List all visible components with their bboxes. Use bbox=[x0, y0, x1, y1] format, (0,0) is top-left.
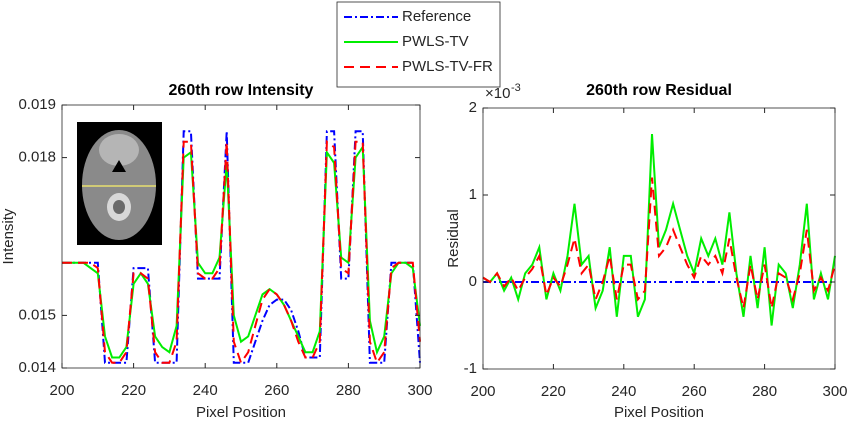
y-tick-label: 0.015 bbox=[18, 306, 56, 323]
series-line bbox=[62, 130, 421, 364]
y-tick-label: 0 bbox=[469, 273, 477, 290]
x-tick-label: 280 bbox=[336, 382, 361, 399]
x-tick-label: 240 bbox=[193, 382, 218, 399]
y-axis-label: Intensity bbox=[0, 208, 17, 264]
legend-label: PWLS-TV-FR bbox=[402, 58, 493, 75]
x-tick-label: 280 bbox=[752, 383, 777, 400]
x-tick-label: 200 bbox=[470, 383, 495, 400]
y-tick-label: 0.019 bbox=[18, 96, 56, 113]
inset-image bbox=[77, 122, 162, 245]
inset-airway bbox=[112, 160, 126, 172]
inset-canal bbox=[113, 200, 125, 214]
y-tick-label: 0.014 bbox=[18, 359, 56, 376]
axes-box bbox=[61, 104, 421, 369]
y-axis-label: Residual bbox=[445, 209, 462, 267]
subplot: 200 220 240 260 280 300 0.014 0.015 0.018 0.019 26… bbox=[0, 82, 433, 421]
y-tick-label: -1 bbox=[464, 360, 477, 377]
y-multiplier-exponent: -3 bbox=[511, 82, 521, 94]
y-tick-label: 1 bbox=[469, 186, 477, 203]
x-tick-label: 260 bbox=[682, 383, 707, 400]
x-tick-label: 300 bbox=[822, 383, 847, 400]
series-line bbox=[62, 139, 421, 365]
axes-box bbox=[482, 107, 836, 370]
legend-label: Reference bbox=[402, 8, 471, 25]
x-tick-label: 220 bbox=[541, 383, 566, 400]
series-line bbox=[62, 144, 421, 359]
series-line bbox=[482, 177, 836, 309]
inset-head bbox=[82, 130, 156, 240]
legend: Reference PWLS-TV PWLS-TV-FR bbox=[336, 1, 501, 88]
x-tick-label: 300 bbox=[407, 382, 432, 399]
y-tick-label: 2 bbox=[469, 99, 477, 116]
x-tick-label: 260 bbox=[264, 382, 289, 399]
x-tick-label: 240 bbox=[611, 383, 636, 400]
x-axis-label: Pixel Position bbox=[196, 404, 286, 421]
chart-title: 260th row Intensity bbox=[169, 82, 314, 99]
legend-label: PWLS-TV bbox=[402, 33, 469, 50]
x-tick-label: 220 bbox=[121, 382, 146, 399]
subplot: 200 220 240 260 280 300 -1 0 1 2 260th row Residua… bbox=[445, 82, 848, 421]
x-axis-label: Pixel Position bbox=[614, 404, 704, 421]
y-multiplier-base: ×10 bbox=[485, 85, 510, 102]
inset-jaw bbox=[99, 134, 139, 166]
chart-title: 260th row Residual bbox=[586, 82, 732, 99]
x-tick-label: 200 bbox=[49, 382, 74, 399]
y-tick-label: 0.018 bbox=[18, 149, 56, 166]
